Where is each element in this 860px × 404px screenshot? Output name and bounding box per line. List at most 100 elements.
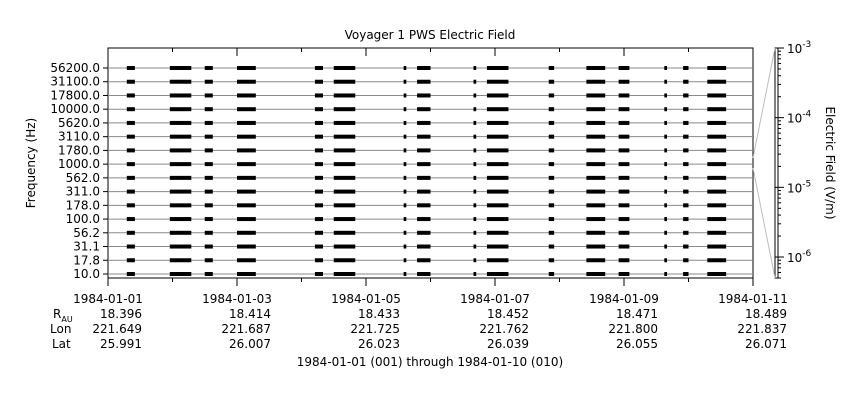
data-block xyxy=(169,230,192,235)
data-block xyxy=(486,148,509,153)
data-block xyxy=(169,134,192,139)
data-block xyxy=(314,175,323,180)
data-block xyxy=(417,93,431,98)
data-block xyxy=(548,66,555,70)
data-block xyxy=(664,120,667,125)
data-block xyxy=(664,79,667,84)
data-block xyxy=(237,217,256,222)
data-block xyxy=(473,162,477,167)
data-block xyxy=(314,244,323,249)
data-block xyxy=(707,244,727,249)
data-block xyxy=(586,93,606,98)
data-block xyxy=(204,258,213,263)
data-block xyxy=(126,79,135,84)
data-block xyxy=(417,175,431,180)
data-block xyxy=(473,148,477,153)
data-block xyxy=(314,217,323,222)
data-block xyxy=(707,217,727,222)
data-block xyxy=(237,189,256,194)
ephem-rau-label: RAU xyxy=(53,307,73,324)
data-block xyxy=(126,258,135,263)
ephem-rau-value: 18.452 xyxy=(487,307,529,321)
y-tick-label: 56.2 xyxy=(73,226,100,240)
data-block xyxy=(707,107,727,112)
data-block xyxy=(126,93,135,98)
y-tick-label: 17800.0 xyxy=(50,88,100,102)
data-block xyxy=(403,120,407,125)
ephemeris-table: RAU Lon Lat 18.396221.64925.99118.414221… xyxy=(50,307,787,351)
data-block xyxy=(618,258,630,263)
data-block xyxy=(169,217,192,222)
data-block xyxy=(707,66,727,70)
data-block xyxy=(333,230,356,235)
data-block xyxy=(683,203,689,208)
y-axis: 10.017.831.156.2100.0178.0311.0562.01000… xyxy=(50,61,108,281)
data-block xyxy=(417,162,431,167)
data-block xyxy=(707,203,727,208)
data-block xyxy=(126,244,135,249)
data-block xyxy=(548,217,555,222)
data-block xyxy=(486,230,509,235)
data-block xyxy=(486,134,509,139)
data-block xyxy=(237,134,256,139)
data-block xyxy=(237,120,256,125)
data-block xyxy=(586,66,606,70)
data-block xyxy=(333,107,356,112)
data-block xyxy=(486,244,509,249)
data-block xyxy=(707,230,727,235)
ephem-lat-value: 26.039 xyxy=(487,337,529,351)
y-tick-label: 56200.0 xyxy=(50,61,100,75)
data-block xyxy=(314,258,323,263)
data-block xyxy=(548,272,555,276)
data-block xyxy=(237,258,256,263)
data-block xyxy=(707,189,727,194)
y2-axis-label: Electric Field (V/m) xyxy=(823,106,837,219)
data-block xyxy=(473,244,477,249)
data-block xyxy=(333,66,356,70)
data-block xyxy=(333,175,356,180)
y-tick-label: 311.0 xyxy=(66,185,100,199)
data-block xyxy=(204,230,213,235)
data-block xyxy=(683,162,689,167)
data-block xyxy=(417,272,431,276)
data-block xyxy=(664,203,667,208)
ephem-lat-value: 26.023 xyxy=(358,337,400,351)
data-block xyxy=(548,230,555,235)
data-block xyxy=(333,120,356,125)
data-block xyxy=(618,93,630,98)
data-block xyxy=(169,148,192,153)
x-axis: 1984-01-01 1984-01-03 1984-01-05 1984-01-07… xyxy=(73,48,788,306)
data-block xyxy=(473,93,477,98)
data-block xyxy=(473,134,477,139)
data-block xyxy=(403,66,407,70)
data-block xyxy=(417,79,431,84)
data-block xyxy=(618,244,630,249)
data-block xyxy=(486,217,509,222)
data-block xyxy=(314,66,323,70)
data-block xyxy=(169,244,192,249)
y2-tick-label: 10-4 xyxy=(787,110,812,126)
ephem-lon-value: 221.725 xyxy=(350,322,400,336)
data-block xyxy=(237,66,256,70)
data-block xyxy=(548,189,555,194)
data-block xyxy=(707,120,727,125)
data-block xyxy=(664,148,667,153)
data-block xyxy=(618,148,630,153)
data-block xyxy=(473,120,477,125)
data-block xyxy=(683,66,689,70)
data-block xyxy=(683,272,689,276)
data-block xyxy=(486,175,509,180)
data-block xyxy=(664,107,667,112)
data-block xyxy=(548,162,555,167)
y2-tick-label: 10-6 xyxy=(787,249,812,265)
data-block xyxy=(618,230,630,235)
data-block xyxy=(403,258,407,263)
data-block xyxy=(417,107,431,112)
x-tick-label: 1984-01-09 xyxy=(589,292,659,306)
data-block xyxy=(314,203,323,208)
data-segments xyxy=(126,66,727,276)
data-block xyxy=(664,189,667,194)
data-block xyxy=(169,107,192,112)
data-block xyxy=(664,258,667,263)
